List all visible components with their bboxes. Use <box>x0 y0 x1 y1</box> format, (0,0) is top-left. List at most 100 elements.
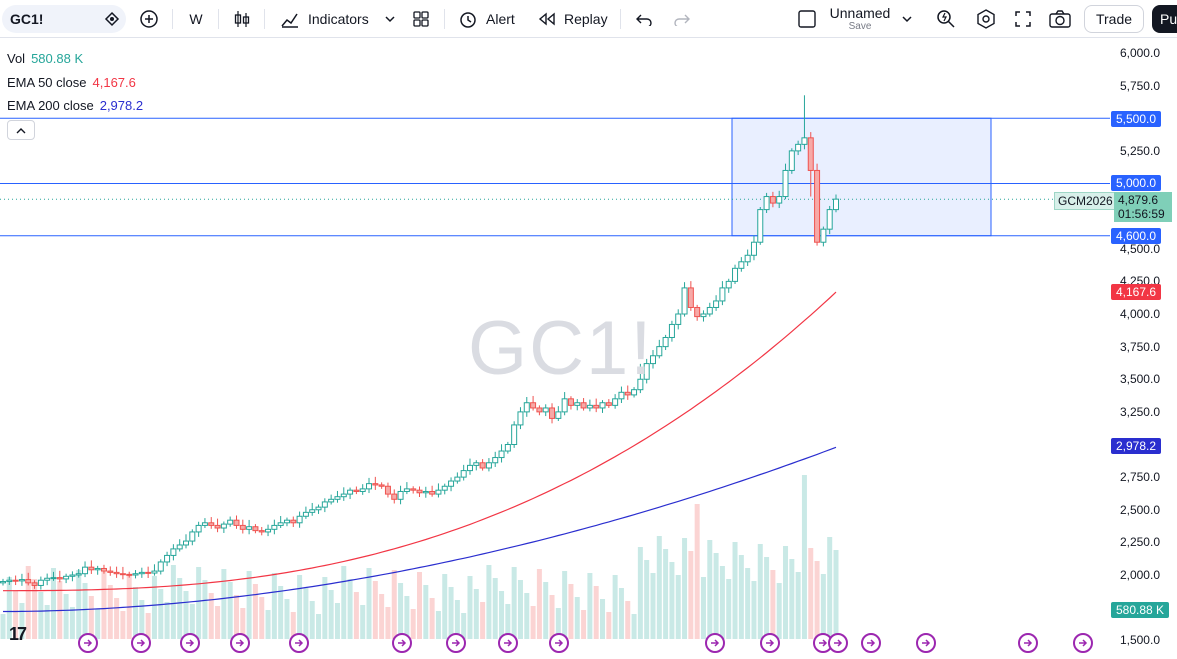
undo-icon[interactable] <box>634 0 654 38</box>
candle-body <box>750 241 757 256</box>
volume-bar <box>536 569 542 639</box>
volume-bar <box>398 583 404 639</box>
candle-body <box>479 462 486 469</box>
ema200-axis-tag: 2,978.2 <box>1111 438 1162 454</box>
event-marker-icon[interactable] <box>828 633 848 653</box>
legend-ema50[interactable]: EMA 50 close 4,167.6 <box>7 75 136 91</box>
event-marker-icon[interactable] <box>1018 633 1038 653</box>
candle-body <box>340 493 347 498</box>
compare-plus-icon[interactable] <box>138 0 160 38</box>
tradingview-logo[interactable]: 17 <box>9 624 27 644</box>
event-marker-icon[interactable] <box>916 633 936 653</box>
candle-body <box>126 573 133 576</box>
volume-bar <box>202 580 208 639</box>
event-marker-icon[interactable] <box>705 633 725 653</box>
volume-bar <box>63 594 69 639</box>
volume-bar <box>423 585 429 639</box>
candle-body <box>189 531 196 542</box>
volume-bar <box>6 577 12 639</box>
fullscreen-icon[interactable] <box>1012 0 1034 38</box>
alert-button[interactable]: Alert <box>458 0 515 38</box>
candle-body <box>195 524 202 533</box>
last-price-tag: 4,879.6 01:56:59 <box>1114 192 1172 222</box>
event-marker-icon[interactable] <box>78 633 98 653</box>
volume-bar <box>700 577 706 639</box>
arrow-right-icon <box>711 639 720 647</box>
event-marker-icon[interactable] <box>1073 633 1093 653</box>
volume-bar <box>719 566 725 639</box>
legend-vol[interactable]: Vol 580.88 K <box>7 51 83 67</box>
event-marker-icon[interactable] <box>498 633 518 653</box>
candle-body <box>0 581 6 584</box>
volume-bar <box>120 611 126 639</box>
volume-bar <box>675 575 681 639</box>
event-marker-icon[interactable] <box>549 633 569 653</box>
arrow-right-icon <box>137 639 146 647</box>
candle-body <box>82 566 89 575</box>
candle-body <box>214 524 221 529</box>
legend-ema200[interactable]: EMA 200 close 2,978.2 <box>7 98 143 114</box>
legend-collapse-button[interactable] <box>7 120 35 140</box>
volume-bar <box>44 605 50 639</box>
arrow-right-icon <box>922 639 931 647</box>
publish-button[interactable]: Pu <box>1152 5 1177 33</box>
candle-body <box>88 566 95 571</box>
trade-button[interactable]: Trade <box>1084 5 1144 33</box>
candle-body <box>145 571 152 574</box>
settings-gear-icon[interactable] <box>975 0 997 38</box>
hline-tag-5500: 5,500.0 <box>1111 111 1162 127</box>
arrow-right-icon <box>398 639 407 647</box>
price-chart[interactable] <box>0 39 1177 659</box>
candle-body <box>25 579 32 584</box>
symbol-label: GC1! <box>10 11 44 27</box>
volume-bar <box>732 542 738 639</box>
volume-bar <box>189 604 195 639</box>
event-marker-icon[interactable] <box>446 633 466 653</box>
candle-body <box>586 404 593 409</box>
layout-name-button[interactable]: Unnamed Save <box>828 4 892 34</box>
volume-bar <box>789 559 795 639</box>
quick-search-icon[interactable] <box>935 0 957 38</box>
event-marker-icon[interactable] <box>861 633 881 653</box>
ema-lines <box>3 291 837 613</box>
event-marker-icon[interactable] <box>289 633 309 653</box>
layouts-grid-icon[interactable] <box>411 0 431 38</box>
event-marker-icon[interactable] <box>180 633 200 653</box>
candle-body <box>776 196 783 204</box>
event-marker-icon[interactable] <box>131 633 151 653</box>
replay-button[interactable]: Replay <box>538 0 608 38</box>
volume-bar <box>461 613 467 639</box>
candle-body <box>555 411 562 419</box>
arrow-right-icon <box>236 639 245 647</box>
event-marker-icon[interactable] <box>760 633 780 653</box>
price-zone[interactable] <box>731 117 992 237</box>
layout-square-icon[interactable] <box>796 0 818 38</box>
candles-icon[interactable] <box>232 0 252 38</box>
chevron-down-icon[interactable] <box>383 0 397 38</box>
candle-body <box>530 402 537 409</box>
chevron-down-icon[interactable] <box>900 0 914 38</box>
volume-bar <box>631 614 637 639</box>
event-marker-icon[interactable] <box>392 633 412 653</box>
volume-bar <box>183 591 189 639</box>
volume-bar <box>240 608 246 639</box>
volume-bar <box>625 601 631 639</box>
candle-body <box>599 402 606 409</box>
volume-bar <box>656 536 662 639</box>
horizontal-lines[interactable] <box>0 117 1110 237</box>
indicators-button[interactable]: Indicators <box>280 0 369 38</box>
camera-icon[interactable] <box>1048 0 1072 38</box>
volume-bar <box>290 612 296 639</box>
volume-bar <box>517 580 523 639</box>
volume-bar <box>587 573 593 639</box>
redo-icon[interactable] <box>672 0 692 38</box>
interval-button[interactable]: W <box>188 0 204 38</box>
volume-bar <box>492 578 498 639</box>
volume-bar <box>372 581 378 639</box>
volume-bar <box>88 596 94 639</box>
event-marker-icon[interactable] <box>230 633 250 653</box>
layout-name: Unnamed <box>829 5 891 21</box>
candle-body <box>334 496 341 500</box>
volume-bar <box>95 609 101 639</box>
quote-icon[interactable] <box>102 0 122 38</box>
